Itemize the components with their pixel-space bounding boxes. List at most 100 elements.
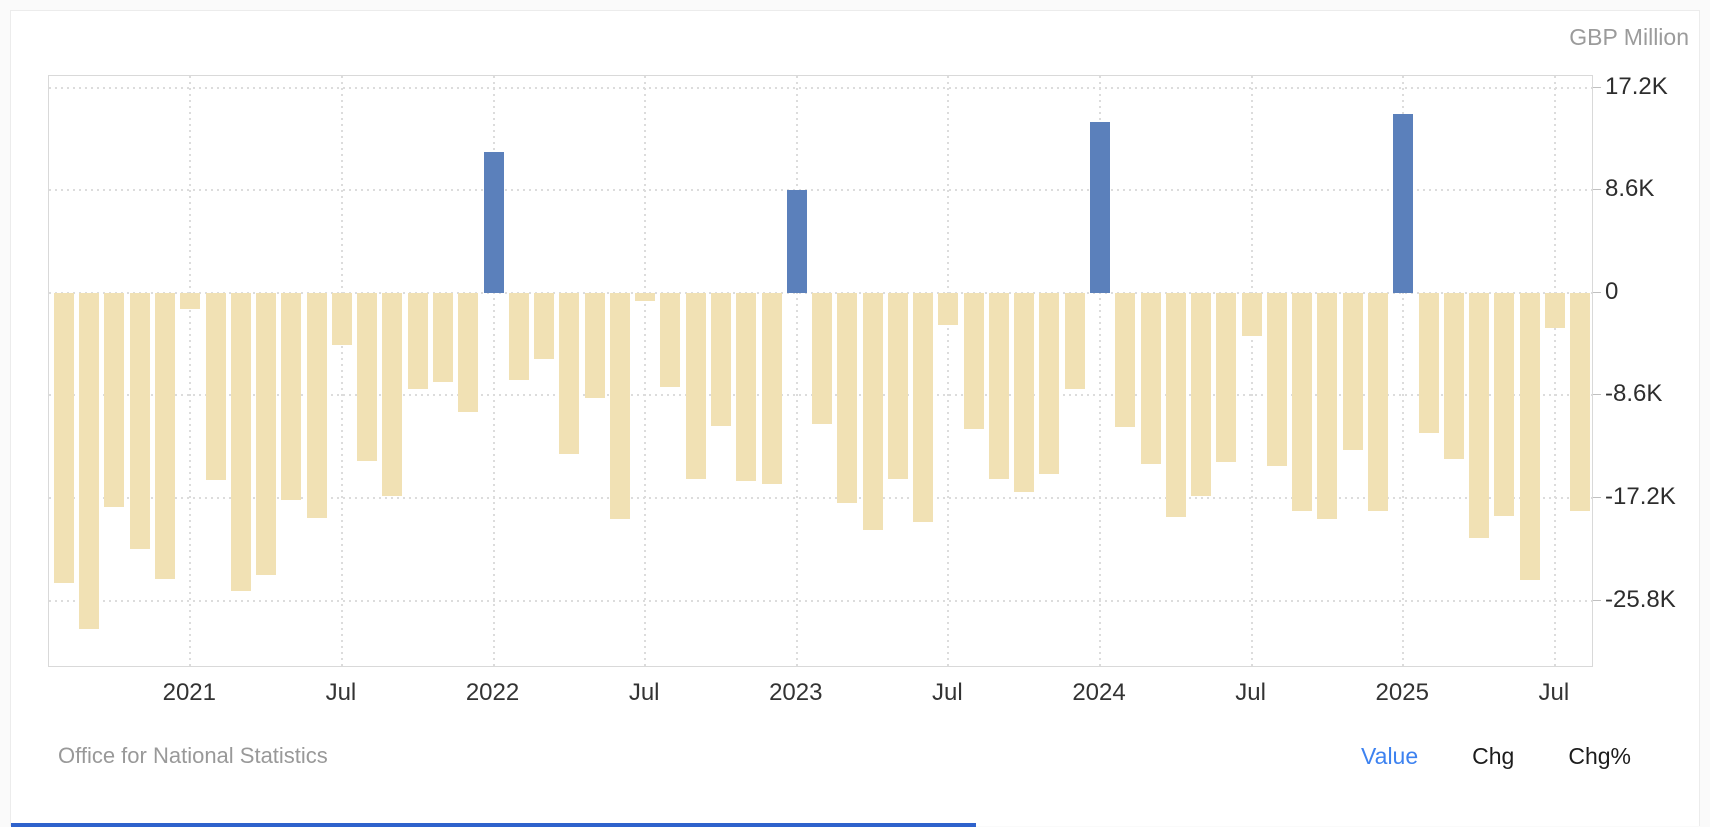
bar-2023-05[interactable] xyxy=(887,292,908,479)
y-axis-label: 0 xyxy=(1605,277,1619,305)
bar-2020-10[interactable] xyxy=(104,292,125,508)
bar-2020-12[interactable] xyxy=(155,292,176,579)
bar-2021-12[interactable] xyxy=(458,292,479,412)
bar-2021-05[interactable] xyxy=(281,292,302,501)
x-axis-label: Jul xyxy=(628,679,660,706)
bar-2025-04[interactable] xyxy=(1469,292,1490,539)
x-axis-label: Jul xyxy=(1538,679,1570,706)
bar-2022-04[interactable] xyxy=(559,292,580,454)
chart-card: GBP Million 17.2K 8.6K 0 -8.6K -17.2K -25.8K 2… xyxy=(10,10,1700,827)
bar-2024-11[interactable] xyxy=(1342,292,1363,451)
bar-2025-01[interactable] xyxy=(1393,113,1414,293)
bar-2022-05[interactable] xyxy=(584,292,605,398)
x-axis-label: 2025 xyxy=(1375,679,1429,706)
x-gridline xyxy=(1402,76,1405,666)
bar-2025-02[interactable] xyxy=(1418,292,1439,434)
bar-2023-06[interactable] xyxy=(913,292,934,522)
bar-2023-03[interactable] xyxy=(837,292,858,503)
bar-2024-02[interactable] xyxy=(1115,292,1136,428)
bar-2022-08[interactable] xyxy=(660,292,681,387)
y-axis-tick xyxy=(1593,599,1601,601)
bar-2025-08[interactable] xyxy=(1570,292,1591,511)
y-gridline xyxy=(49,599,1592,602)
bar-2020-09[interactable] xyxy=(79,292,100,630)
bar-2025-06[interactable] xyxy=(1519,292,1540,581)
bar-2022-02[interactable] xyxy=(508,292,529,380)
bar-2023-01[interactable] xyxy=(786,190,807,293)
bar-2023-11[interactable] xyxy=(1039,292,1060,475)
bar-2024-03[interactable] xyxy=(1140,292,1161,465)
bar-2024-07[interactable] xyxy=(1241,292,1262,336)
x-gridline xyxy=(1250,76,1253,666)
bar-2023-08[interactable] xyxy=(963,292,984,429)
bar-2024-09[interactable] xyxy=(1292,292,1313,511)
bar-2022-10[interactable] xyxy=(710,292,731,427)
bar-2025-03[interactable] xyxy=(1443,292,1464,459)
x-axis-label: 2024 xyxy=(1072,679,1126,706)
plot-area[interactable] xyxy=(48,75,1593,667)
bar-2023-02[interactable] xyxy=(812,292,833,424)
bar-2025-05[interactable] xyxy=(1494,292,1515,516)
mode-switcher: Value Chg Chg% xyxy=(1361,743,1631,770)
bar-2024-05[interactable] xyxy=(1191,292,1212,496)
bar-2024-01[interactable] xyxy=(1090,122,1111,293)
y-axis-label: -17.2K xyxy=(1605,482,1676,510)
mode-tab-chg-pct[interactable]: Chg% xyxy=(1568,743,1631,769)
bar-2024-08[interactable] xyxy=(1266,292,1287,466)
y-axis-label: 8.6K xyxy=(1605,175,1655,203)
x-axis-label: Jul xyxy=(932,679,963,706)
y-axis-tick xyxy=(1593,189,1601,191)
y-axis-unit-label: GBP Million xyxy=(1569,24,1689,50)
y-axis-label: 17.2K xyxy=(1605,72,1668,100)
x-axis-label: 2021 xyxy=(162,679,216,706)
bar-2024-10[interactable] xyxy=(1317,292,1338,520)
bar-2023-07[interactable] xyxy=(938,292,959,325)
bar-2022-09[interactable] xyxy=(685,292,706,479)
bar-2023-09[interactable] xyxy=(988,292,1009,479)
bar-2021-04[interactable] xyxy=(256,292,277,576)
bar-2020-11[interactable] xyxy=(129,292,150,550)
bar-2023-12[interactable] xyxy=(1064,292,1085,390)
bar-2021-03[interactable] xyxy=(230,292,251,591)
y-gridline xyxy=(49,496,1592,499)
bar-2023-10[interactable] xyxy=(1014,292,1035,492)
bar-2022-03[interactable] xyxy=(534,292,555,360)
x-gridline xyxy=(492,76,495,666)
x-gridline xyxy=(1099,76,1102,666)
x-gridline xyxy=(340,76,343,666)
bar-2021-10[interactable] xyxy=(407,292,428,390)
bar-2021-11[interactable] xyxy=(433,292,453,383)
bar-2021-07[interactable] xyxy=(331,292,352,346)
x-gridline xyxy=(644,76,647,666)
bar-2022-01[interactable] xyxy=(483,151,504,293)
y-axis-label: -8.6K xyxy=(1605,380,1663,408)
bar-2023-04[interactable] xyxy=(862,292,883,531)
bar-2020-08[interactable] xyxy=(53,292,74,583)
bar-2021-01[interactable] xyxy=(180,292,201,310)
x-axis-label: Jul xyxy=(1235,679,1266,706)
bar-2021-02[interactable] xyxy=(205,292,226,480)
y-axis-tick xyxy=(1593,394,1601,396)
x-axis-label: 2022 xyxy=(465,679,520,706)
bar-2022-06[interactable] xyxy=(609,292,630,520)
y-axis-tick xyxy=(1593,291,1601,293)
bar-2022-07[interactable] xyxy=(635,292,656,302)
y-axis-label: -25.8K xyxy=(1605,585,1676,613)
bar-2024-12[interactable] xyxy=(1367,292,1388,511)
bar-2024-06[interactable] xyxy=(1216,292,1237,463)
x-gridline xyxy=(1553,76,1556,666)
bottom-banner-strip xyxy=(11,823,976,827)
x-gridline xyxy=(947,76,950,666)
mode-tab-value[interactable]: Value xyxy=(1361,743,1419,769)
bar-2021-08[interactable] xyxy=(357,292,378,461)
bar-2022-12[interactable] xyxy=(761,292,782,484)
bar-2024-04[interactable] xyxy=(1165,292,1186,517)
bar-2025-07[interactable] xyxy=(1544,292,1565,329)
bar-2021-06[interactable] xyxy=(306,292,327,519)
bar-2021-09[interactable] xyxy=(382,292,403,496)
y-axis-tick xyxy=(1593,496,1601,498)
y-axis-tick xyxy=(1593,86,1601,88)
mode-tab-chg[interactable]: Chg xyxy=(1472,743,1515,769)
bar-2022-11[interactable] xyxy=(736,292,757,482)
source-attribution: Office for National Statistics xyxy=(58,743,328,768)
